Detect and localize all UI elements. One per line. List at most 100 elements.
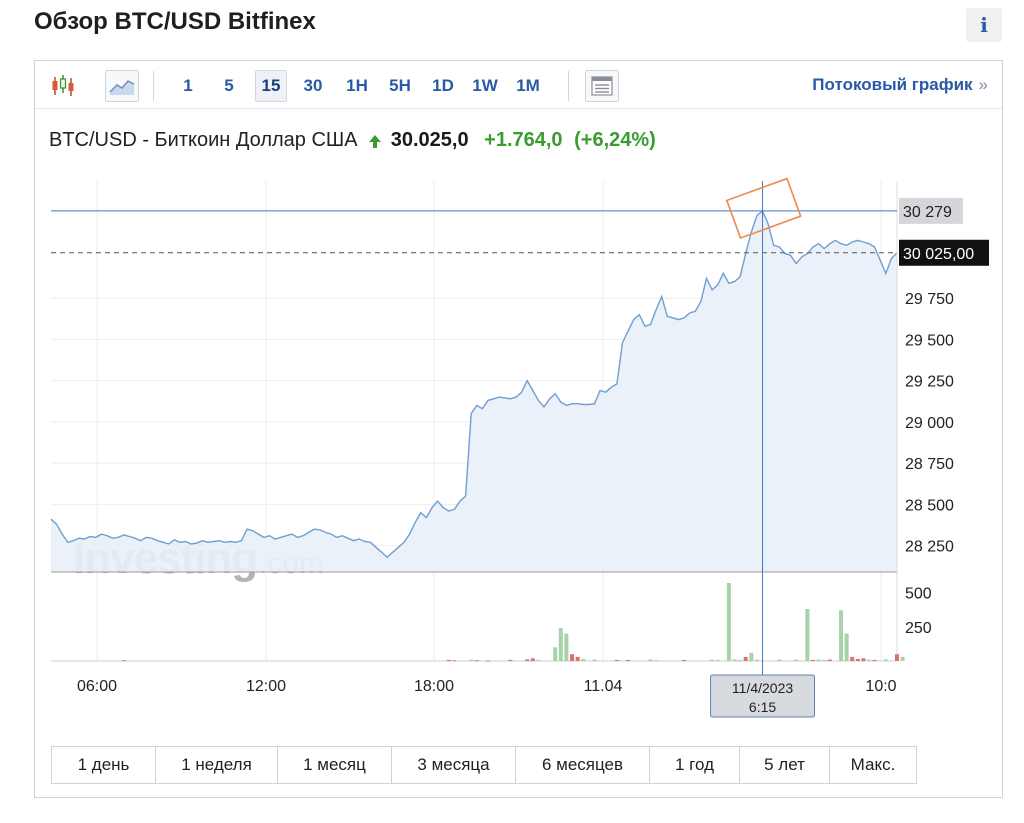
period-1h[interactable]: 1H [346,76,368,95]
volume-bar [805,609,810,661]
y-tick-label: 29 250 [905,374,954,391]
peak-highlight-box [725,177,802,240]
volume-bar [626,659,631,661]
range-3m[interactable]: 3 месяца [392,747,516,783]
range-6m[interactable]: 6 месяцев [516,747,650,783]
volume-bar [827,659,832,661]
price-change: +1.764,0 [484,129,563,151]
volume-bar [855,658,860,661]
instrument-name: BTC/USD - Биткоин Доллар США [49,129,358,151]
volume-bar [794,659,799,661]
volume-bar [872,659,877,661]
area-chart-icon[interactable] [105,70,139,102]
volume-bar [575,656,580,661]
price-line [50,209,898,559]
volume-bar [530,658,535,661]
chart-toolbar: 1 5 15 30 1H 5H 1D 1W 1M Потоковый графи… [35,61,1002,109]
period-15[interactable]: 15 [255,70,287,102]
x-tick-label: 10:0 [865,678,896,695]
y-tick-label: 29 000 [905,415,954,432]
range-max[interactable]: Макс. [830,747,916,783]
volume-bar [822,659,827,661]
volume-bar [754,659,759,661]
volume-tick-label: 500 [905,586,932,603]
range-5y[interactable]: 5 лет [740,747,830,783]
range-1d[interactable]: 1 день [52,747,156,783]
volume-bar [592,659,597,661]
toolbar-divider [153,71,154,101]
period-1d[interactable]: 1D [432,76,454,95]
volume-bar [452,660,457,662]
volume-bar [816,659,821,661]
x-tick-label: 06:00 [77,678,117,695]
volume-bar [553,647,558,661]
crosshair-price-box [899,197,963,224]
volume-bar [844,633,849,661]
info-button[interactable]: i [966,8,1002,42]
range-1y[interactable]: 1 год [650,747,740,783]
crosshair-date-box [710,674,816,718]
volume-bar [536,659,541,661]
volume-bar [895,654,899,661]
volume-bar [710,659,715,661]
streaming-chart-link[interactable]: Потоковый график » [812,75,988,95]
volume-bar [581,658,586,661]
page-title: Обзор BTC/USD Bitfinex [34,8,316,35]
x-tick-label: 12:00 [246,678,286,695]
volume-bar [474,660,479,662]
y-tick-label: 29 500 [905,332,954,349]
toolbar-divider [568,71,569,101]
volume-bar [749,652,754,661]
volume-bar [654,660,659,662]
volume-bar [525,659,530,661]
volume-bar [486,660,490,662]
table-view-icon[interactable] [585,70,619,102]
volume-bar [564,633,569,661]
last-price-label: 30 025,00 [903,246,974,263]
volume-bar [867,659,871,661]
volume-bar [726,583,731,661]
y-tick-label: 29 750 [905,291,954,308]
volume-bar [648,659,653,661]
volume-bar [777,659,782,661]
period-5[interactable]: 5 [224,76,234,95]
crosshair-date-label: 11/4/2023 [732,680,793,696]
volume-tick-label: 250 [905,620,932,637]
y-tick-label: 28 250 [905,539,954,556]
period-5h[interactable]: 5H [389,76,411,95]
volume-bar [850,656,855,661]
range-selector: 1 день 1 неделя 1 месяц 3 месяца 6 месяц… [51,746,917,784]
up-arrow-icon [369,135,382,148]
volume-bar [715,659,720,661]
last-price: 30.025,0 [390,129,469,151]
volume-bar [121,660,126,662]
chart-widget: 1 5 15 30 1H 5H 1D 1W 1M Потоковый графи… [34,60,1003,798]
range-1m[interactable]: 1 месяц [278,747,392,783]
volume-bar [811,659,815,661]
crosshair-price-label: 30 279 [903,204,952,221]
candlestick-icon[interactable] [49,70,79,102]
streaming-chart-label: Потоковый график [812,75,973,94]
last-price-label-box [899,239,989,266]
x-tick-label: 11.04 [584,678,623,695]
price-area-fill [51,210,897,572]
volume-bar [839,610,843,661]
period-1m[interactable]: 1M [516,76,540,95]
volume-bar [861,658,866,661]
crosshair-time-label: 6:15 [749,699,776,715]
volume-bar [469,659,474,661]
volume-bar [883,659,888,661]
volume-bar [738,659,743,661]
volume-bar [558,628,563,661]
quote-line: BTC/USD - Биткоин Доллар США 30.025,0 +1… [49,129,656,152]
volume-bar [446,659,451,661]
y-tick-label: 28 750 [905,456,954,473]
range-1w[interactable]: 1 неделя [156,747,278,783]
period-1w[interactable]: 1W [472,76,498,95]
volume-bar [682,659,687,661]
period-1[interactable]: 1 [183,76,193,95]
period-30[interactable]: 30 [303,76,323,95]
volume-bar [570,654,574,661]
volume-bar [743,656,748,661]
